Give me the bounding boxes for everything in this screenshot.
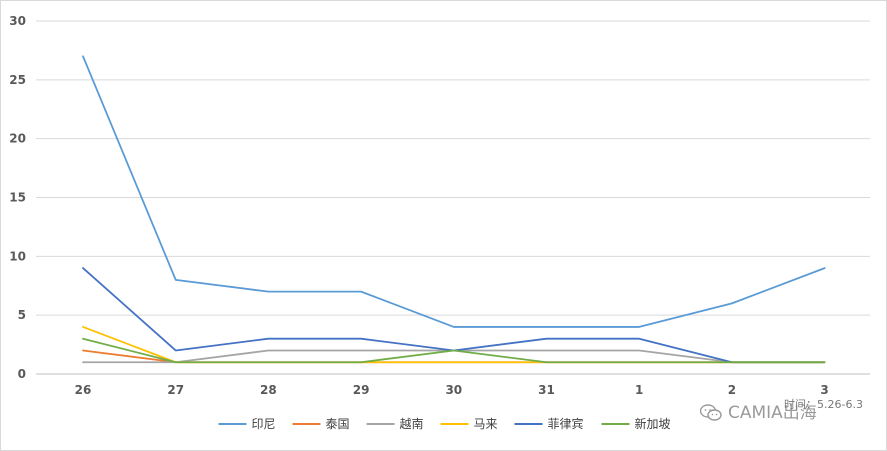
watermark-text: CAMIA出海 <box>728 403 817 423</box>
y-tick-label: 15 <box>9 191 26 205</box>
legend-label-3: 马来 <box>474 417 498 431</box>
y-axis-ticks: 0 5 10 15 20 25 30 <box>9 14 26 381</box>
x-tick-label: 26 <box>75 383 92 397</box>
y-tick-label: 20 <box>9 132 26 146</box>
x-tick-label: 30 <box>445 383 462 397</box>
x-axis-ticks: 26 27 28 29 30 31 1 2 3 <box>75 383 829 397</box>
watermark-subtext: 时间：5.26-6.3 <box>784 398 863 411</box>
legend-label-1: 泰国 <box>326 417 350 431</box>
x-tick-label: 27 <box>167 383 184 397</box>
legend-label-4: 菲律宾 <box>548 416 584 431</box>
x-tick-label: 31 <box>538 383 555 397</box>
x-tick-label: 3 <box>820 383 828 397</box>
y-tick-label: 25 <box>9 73 26 87</box>
y-tick-label: 30 <box>9 14 26 28</box>
legend-label-2: 越南 <box>400 416 424 431</box>
watermark: CAMIA出海 时间：5.26-6.3 <box>700 398 863 423</box>
series-line-5 <box>82 337 826 364</box>
x-tick-label: 29 <box>353 383 370 397</box>
y-tick-label: 5 <box>18 308 26 322</box>
series-line-0 <box>82 55 826 328</box>
legend-label-0: 印尼 <box>252 417 276 431</box>
y-tick-label: 0 <box>18 367 26 381</box>
legend-label-5: 新加坡 <box>635 416 671 431</box>
x-tick-label: 1 <box>635 383 643 397</box>
series-lines <box>82 55 826 364</box>
x-tick-label: 28 <box>260 383 277 397</box>
gridlines <box>36 20 870 375</box>
legend: 印尼 泰国 越南 马来 菲律宾 新加坡 <box>218 416 671 431</box>
wechat-icon <box>700 404 722 421</box>
x-tick-label: 2 <box>728 383 736 397</box>
y-tick-label: 10 <box>9 249 26 263</box>
